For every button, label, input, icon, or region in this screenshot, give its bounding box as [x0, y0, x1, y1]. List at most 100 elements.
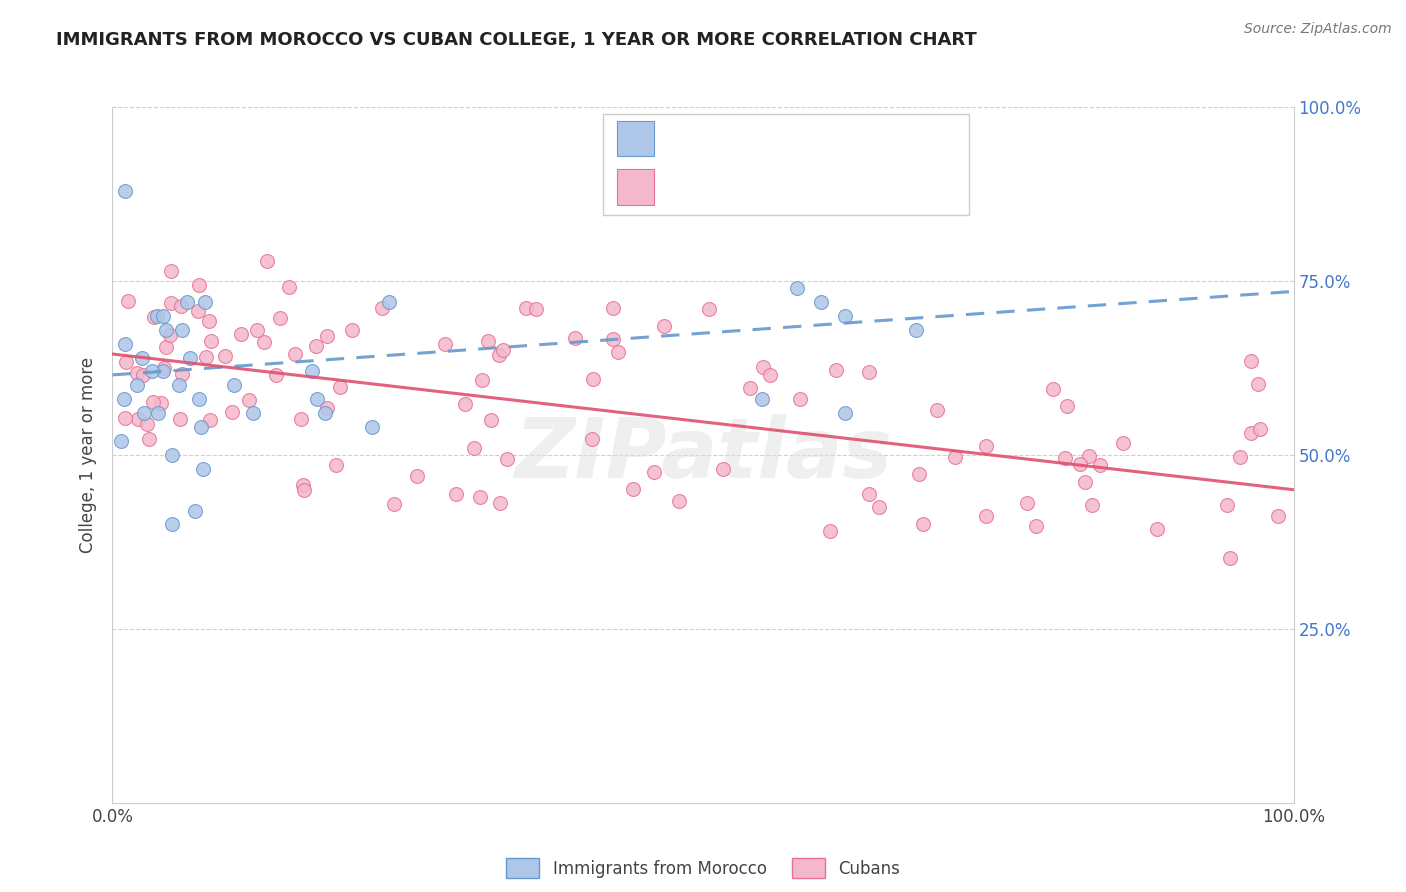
- Point: [825, 362, 848, 376]
- Point: [621, 483, 644, 497]
- Point: [269, 311, 291, 326]
- Point: [810, 294, 832, 309]
- Point: [160, 517, 183, 532]
- Point: [194, 350, 217, 364]
- Point: [524, 301, 547, 316]
- Point: [143, 310, 166, 325]
- Point: [927, 402, 949, 417]
- Point: [711, 462, 734, 476]
- Point: [188, 278, 211, 293]
- Point: [492, 343, 515, 357]
- Point: [114, 336, 136, 351]
- Point: [136, 417, 159, 431]
- Point: [152, 364, 174, 378]
- Point: [159, 264, 181, 278]
- Point: [1081, 498, 1104, 512]
- Point: [738, 381, 761, 395]
- Text: Source: ZipAtlas.com: Source: ZipAtlas.com: [1244, 22, 1392, 37]
- Point: [194, 294, 217, 309]
- Point: [1090, 458, 1112, 472]
- Point: [222, 378, 245, 392]
- Point: [284, 347, 307, 361]
- Point: [301, 364, 323, 378]
- Point: [463, 441, 485, 455]
- Point: [200, 334, 222, 349]
- Point: [292, 478, 315, 492]
- Point: [378, 294, 401, 309]
- Point: [1069, 457, 1091, 471]
- Point: [246, 323, 269, 337]
- Point: [256, 254, 278, 268]
- Point: [146, 309, 169, 323]
- Point: [329, 380, 352, 394]
- Point: [1249, 422, 1271, 436]
- Point: [786, 281, 808, 295]
- Point: [454, 396, 477, 410]
- Point: [858, 487, 880, 501]
- Point: [141, 364, 163, 378]
- Point: [405, 468, 427, 483]
- Point: [943, 450, 966, 465]
- Point: [114, 410, 136, 425]
- Point: [114, 184, 136, 198]
- Point: [751, 392, 773, 407]
- Point: [697, 301, 720, 316]
- Point: [1146, 522, 1168, 536]
- Point: [172, 367, 194, 381]
- Legend: Immigrants from Morocco, Cubans: Immigrants from Morocco, Cubans: [499, 851, 907, 885]
- Point: [1111, 436, 1133, 450]
- Point: [1017, 496, 1039, 510]
- Point: [117, 293, 139, 308]
- Point: [179, 351, 201, 365]
- Point: [132, 406, 155, 420]
- Point: [477, 334, 499, 348]
- Point: [127, 411, 149, 425]
- Point: [148, 406, 170, 420]
- Point: [278, 280, 301, 294]
- Point: [1240, 426, 1263, 441]
- Point: [307, 392, 329, 407]
- Point: [198, 313, 221, 327]
- Point: [382, 497, 405, 511]
- Point: [138, 433, 160, 447]
- Text: ZIPatlas: ZIPatlas: [515, 415, 891, 495]
- Point: [479, 413, 502, 427]
- Point: [314, 406, 336, 420]
- Point: [169, 412, 191, 426]
- Point: [582, 372, 605, 386]
- Point: [159, 296, 181, 310]
- Point: [253, 335, 276, 350]
- Point: [191, 462, 214, 476]
- Point: [495, 451, 517, 466]
- Point: [1216, 498, 1239, 512]
- Point: [238, 392, 260, 407]
- Point: [834, 309, 856, 323]
- Point: [159, 328, 181, 343]
- Point: [292, 483, 315, 497]
- Point: [789, 392, 811, 406]
- Point: [155, 340, 177, 354]
- Point: [818, 524, 841, 539]
- Point: [242, 406, 264, 420]
- Point: [1219, 550, 1241, 565]
- Point: [1240, 353, 1263, 368]
- Point: [184, 503, 207, 517]
- Y-axis label: College, 1 year or more: College, 1 year or more: [79, 357, 97, 553]
- Point: [155, 323, 177, 337]
- Point: [581, 432, 603, 446]
- Point: [1025, 519, 1047, 533]
- Point: [188, 392, 211, 407]
- Point: [868, 500, 890, 514]
- Point: [652, 319, 675, 334]
- Point: [564, 331, 586, 345]
- Point: [160, 448, 183, 462]
- Point: [515, 301, 537, 315]
- Point: [172, 323, 194, 337]
- Point: [904, 323, 927, 337]
- Point: [150, 396, 173, 410]
- Point: [221, 405, 243, 419]
- Point: [131, 351, 153, 365]
- Point: [325, 458, 347, 473]
- Point: [974, 439, 997, 453]
- Point: [170, 299, 193, 313]
